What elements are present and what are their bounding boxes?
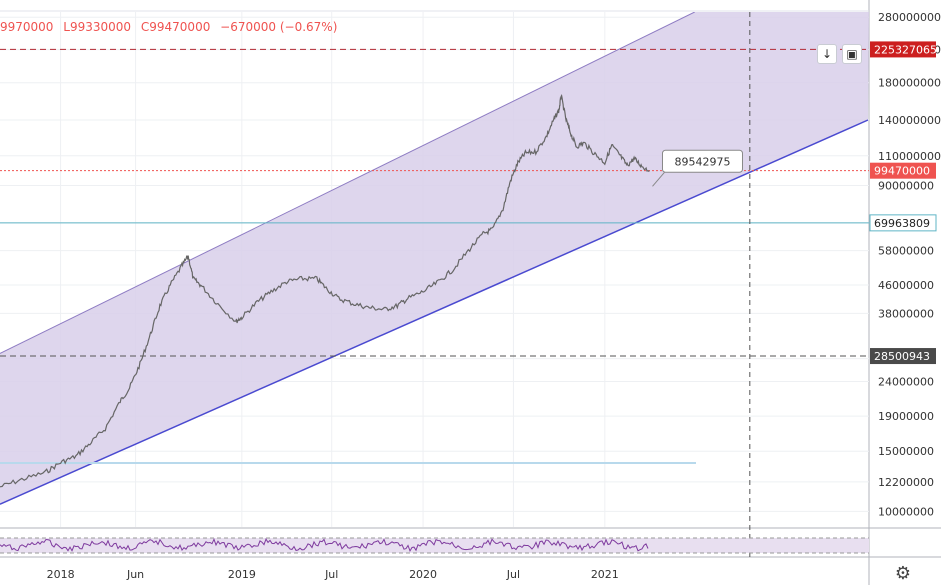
y-tick-label: 90000000 xyxy=(878,180,934,193)
y-tick-label: 38000000 xyxy=(878,307,934,320)
axis-price-tag xyxy=(870,348,936,365)
gear-icon[interactable]: ⚙ xyxy=(894,563,912,584)
down-arrow-icon[interactable]: ↓ xyxy=(817,44,837,64)
x-tick-label: Jul xyxy=(506,568,520,581)
axis-price-tag xyxy=(870,162,936,179)
x-tick-label: Jul xyxy=(324,568,338,581)
channel-group xyxy=(0,12,869,505)
indicator-line xyxy=(0,537,649,553)
callout-pointer xyxy=(652,171,665,187)
callout-box xyxy=(661,149,743,173)
axis-price-tag-label: 28500943 xyxy=(874,350,930,363)
axis-price-tag xyxy=(870,41,936,58)
price-series-line xyxy=(0,94,650,488)
open-value: 9970000 xyxy=(0,20,54,34)
y-tick-label: 46000000 xyxy=(878,279,934,292)
close-value: C99470000 xyxy=(140,20,211,34)
y-tick-label: 140000000 xyxy=(878,114,941,127)
axis-price-tag-label: 225327065 xyxy=(874,43,937,56)
x-tick-label: Jun xyxy=(126,568,144,581)
axis-price-tag-label: 69963809 xyxy=(874,217,930,230)
channel-lower-line xyxy=(0,119,869,505)
x-tick-label: 2019 xyxy=(228,568,256,581)
channel-upper-line xyxy=(0,12,695,354)
change-value: −670000 (−0.67%) xyxy=(220,20,338,34)
y-tick-label: 180000000 xyxy=(878,77,941,90)
y-tick-label: 19000000 xyxy=(878,410,934,423)
callout-label: 89542975 xyxy=(674,155,730,168)
x-tick-label: 2020 xyxy=(409,568,437,581)
y-tick-label: 280000000 xyxy=(878,11,941,24)
y-tick-label: 10000000 xyxy=(878,505,934,518)
y-tick-label: 12200000 xyxy=(878,476,934,489)
axis-price-tag-label: 99470000 xyxy=(874,165,930,178)
y-tick-label: 110000000 xyxy=(878,150,941,163)
ohlc-legend: 9970000 L99330000 C99470000 −670000 (−0.… xyxy=(0,20,343,34)
x-tick-label: 2018 xyxy=(47,568,75,581)
y-tick-label: 58000000 xyxy=(878,245,934,258)
channel-fill xyxy=(0,12,869,505)
y-tick-label: 24000000 xyxy=(878,376,934,389)
indicator-band xyxy=(0,538,869,553)
low-value: L99330000 xyxy=(63,20,132,34)
y-tick-label: 15000000 xyxy=(878,445,934,458)
fullscreen-icon[interactable]: ▣ xyxy=(842,44,862,64)
axis-price-tag xyxy=(869,214,937,232)
x-tick-label: 2021 xyxy=(591,568,619,581)
